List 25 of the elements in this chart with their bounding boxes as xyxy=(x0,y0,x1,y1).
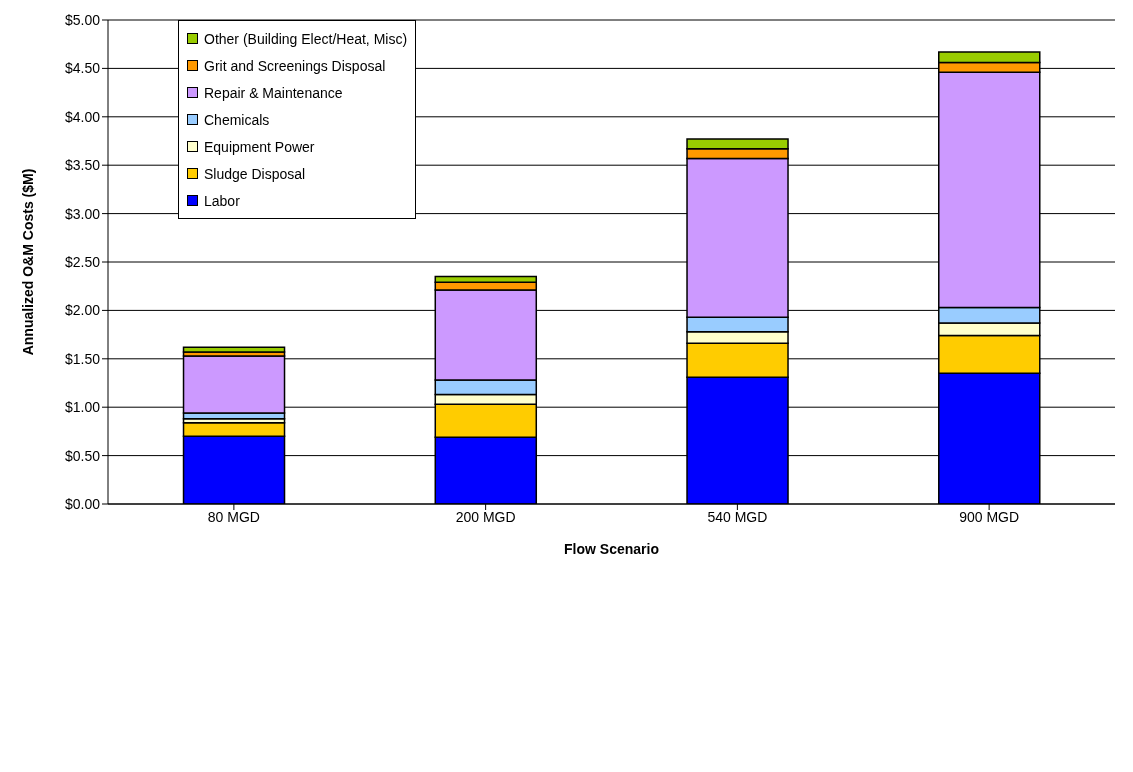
x-tick-label: 200 MGD xyxy=(455,508,516,525)
y-tick-label: $3.00 xyxy=(64,205,101,222)
legend-label: Other (Building Elect/Heat, Misc) xyxy=(204,30,408,47)
x-tick-label: 900 MGD xyxy=(959,508,1020,525)
y-axis-title: Annualized O&M Costs ($M) xyxy=(19,168,36,356)
legend-label: Repair & Maintenance xyxy=(204,84,343,101)
y-tick-label: $1.50 xyxy=(64,350,101,367)
x-axis-title: Flow Scenario xyxy=(564,541,659,557)
y-tick-label: $1.00 xyxy=(64,399,101,416)
y-tick-label: $4.00 xyxy=(64,108,101,125)
x-tick-label: 540 MGD xyxy=(707,508,768,525)
legend-label: Labor xyxy=(204,192,240,209)
legend-label: Chemicals xyxy=(204,111,270,128)
y-tick-label: $3.50 xyxy=(64,157,101,174)
y-tick-label: $2.50 xyxy=(64,253,101,270)
y-tick-label: $4.50 xyxy=(64,60,101,77)
legend-label: Sludge Disposal xyxy=(204,165,306,182)
legend-label: Grit and Screenings Disposal xyxy=(204,57,386,74)
x-tick-label: 80 MGD xyxy=(207,508,260,525)
legend-label: Equipment Power xyxy=(204,138,315,155)
y-tick-label: $2.00 xyxy=(64,302,101,319)
bar xyxy=(182,346,286,353)
y-tick-label: $0.00 xyxy=(64,495,101,512)
y-tick-label: $5.00 xyxy=(64,11,101,28)
y-tick-label: $0.50 xyxy=(64,447,101,464)
